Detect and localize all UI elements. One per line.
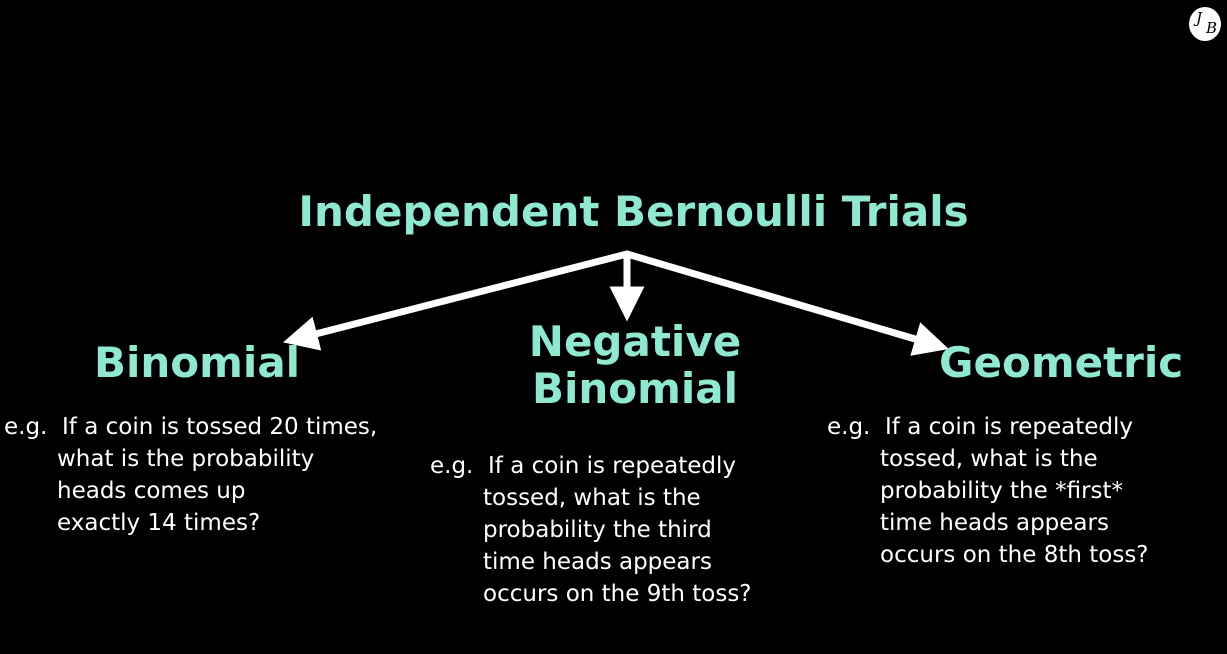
negative-binomial-example: e.g. If a coin is repeatedly tossed, wha… [430, 450, 752, 610]
example-line: tossed, what is the [880, 446, 1098, 472]
example-line: what is the probability [57, 446, 315, 472]
arrow-to-geometric [623, 250, 949, 356]
binomial-example: e.g. If a coin is tossed 20 times, what … [4, 411, 377, 539]
example-prefix: e.g. [4, 414, 48, 440]
example-line: e.g. If a coin is tossed 20 times, [4, 411, 377, 443]
example-line: tossed, what is the [483, 485, 701, 511]
arrow-to-binomial [283, 250, 631, 351]
example-prefix: e.g. [430, 453, 474, 479]
example-line: occurs on the 9th toss? [483, 581, 752, 607]
example-line: e.g. If a coin is repeatedly [430, 450, 752, 482]
channel-logo-icon: J B [1189, 7, 1221, 41]
binomial-title: Binomial [94, 338, 301, 387]
example-line: e.g. If a coin is repeatedly [827, 411, 1149, 443]
root-title: Independent Bernoulli Trials [298, 187, 969, 236]
example-line: probability the third [483, 517, 712, 543]
example-line-text: If a coin is tossed 20 times, [62, 414, 378, 440]
example-prefix: e.g. [827, 414, 871, 440]
example-line: occurs on the 8th toss? [880, 542, 1149, 568]
example-line: heads comes up [57, 478, 246, 504]
example-line-text: If a coin is repeatedly [885, 414, 1133, 440]
example-line: time heads appears [483, 549, 712, 575]
geometric-example: e.g. If a coin is repeatedly tossed, wha… [827, 411, 1149, 571]
geometric-title: Geometric [939, 338, 1184, 387]
example-line: exactly 14 times? [57, 510, 261, 536]
example-line: probability the *first* [880, 478, 1124, 504]
example-line-text: If a coin is repeatedly [488, 453, 736, 479]
negative-binomial-title: Negative Binomial [528, 317, 742, 414]
example-line: time heads appears [880, 510, 1109, 536]
